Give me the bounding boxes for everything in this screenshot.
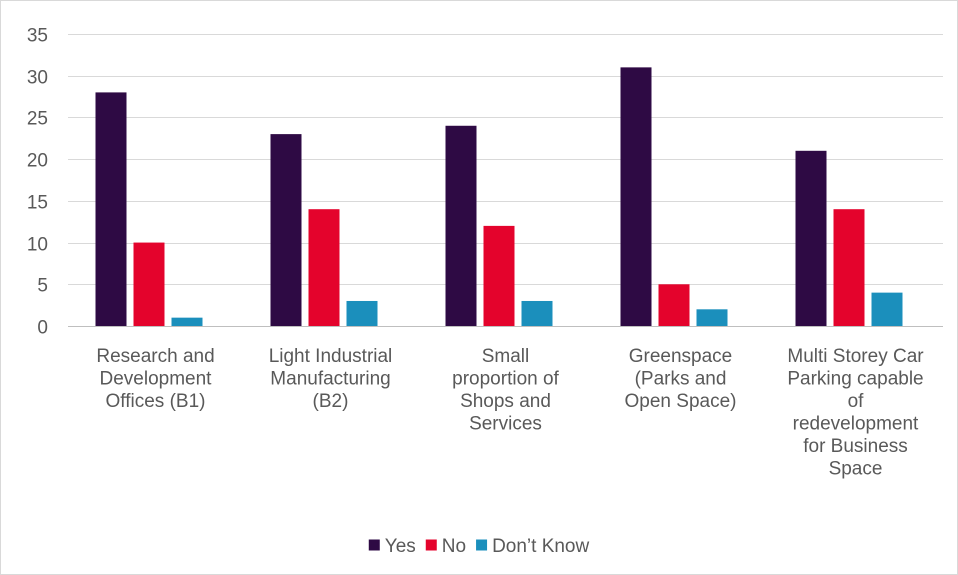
bar-don-t-know <box>171 317 203 326</box>
category-label: proportion of <box>452 369 559 390</box>
bars <box>95 67 903 327</box>
bar-no <box>483 225 515 326</box>
category-label: Space <box>829 459 883 480</box>
category-label: Services <box>469 414 542 435</box>
category-label: of <box>848 391 865 412</box>
category-label: for Business <box>803 436 908 457</box>
category-label: (Parks and <box>635 369 727 390</box>
bar-no <box>833 209 865 326</box>
category-label: (B2) <box>313 391 349 412</box>
y-tick-label: 30 <box>27 68 48 89</box>
legend: Yes No Don’t Know <box>368 536 590 557</box>
y-tick-label: 10 <box>27 235 48 256</box>
bar-no <box>658 284 690 326</box>
bar-no <box>308 209 340 326</box>
bar-don-t-know <box>346 300 378 326</box>
category-label: Parking capable <box>787 369 923 390</box>
y-tick-label: 35 <box>27 26 48 47</box>
bar-don-t-know <box>521 300 553 326</box>
category-label: Small <box>482 346 530 367</box>
legend-label: Yes <box>385 536 416 557</box>
y-tick-label: 0 <box>37 318 48 339</box>
category-label: redevelopment <box>793 414 919 435</box>
legend-swatch <box>476 539 488 551</box>
bar-yes <box>270 134 302 326</box>
category-label: Research and <box>96 346 214 367</box>
category-label: Greenspace <box>629 346 733 367</box>
bar-yes <box>795 150 827 326</box>
category-label: Open Space) <box>625 391 737 412</box>
legend-label: Don’t Know <box>492 536 589 557</box>
legend-label: No <box>442 536 466 557</box>
legend-swatch <box>368 539 380 551</box>
category-label: Manufacturing <box>270 369 390 390</box>
category-label: Offices (B1) <box>106 391 206 412</box>
bar-yes <box>445 125 477 327</box>
bar-yes <box>620 67 652 326</box>
category-label: Light Industrial <box>269 346 393 367</box>
y-axis-tick-labels: 0 5 10 15 20 25 30 35 <box>27 26 48 339</box>
y-tick-label: 15 <box>27 193 48 214</box>
legend-swatch <box>425 539 437 551</box>
bar-don-t-know <box>871 292 903 326</box>
bar-don-t-know <box>696 309 728 326</box>
y-tick-label: 5 <box>37 276 48 297</box>
category-label: Multi Storey Car <box>787 346 924 367</box>
category-label: Shops and <box>460 391 551 412</box>
category-label: Development <box>100 369 213 390</box>
y-tick-label: 20 <box>27 151 48 172</box>
bar-no <box>133 242 165 326</box>
y-tick-label: 25 <box>27 109 48 130</box>
bar-yes <box>95 92 127 327</box>
